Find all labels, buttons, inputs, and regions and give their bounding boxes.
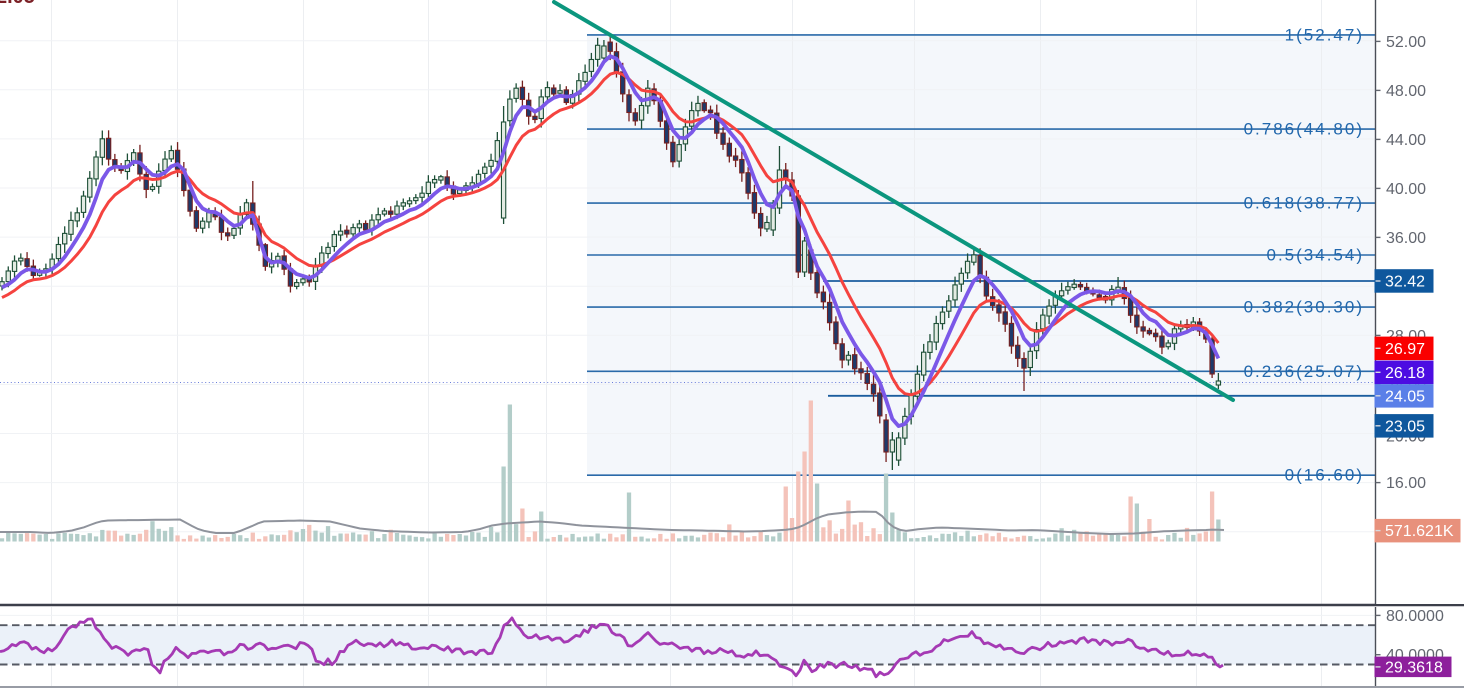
svg-text:0.618(38.77): 0.618(38.77) bbox=[1244, 194, 1364, 213]
svg-text:0(16.60): 0(16.60) bbox=[1285, 466, 1364, 485]
svg-text:0.382(30.30): 0.382(30.30) bbox=[1244, 298, 1364, 317]
svg-text:571.621K: 571.621K bbox=[1385, 523, 1454, 540]
svg-text:0.5(34.54): 0.5(34.54) bbox=[1267, 246, 1365, 265]
svg-text:32.42: 32.42 bbox=[1385, 274, 1425, 291]
svg-text:24.05: 24.05 bbox=[1385, 388, 1425, 405]
svg-text:26.97: 26.97 bbox=[1385, 341, 1425, 358]
svg-text:0.786(44.80): 0.786(44.80) bbox=[1244, 120, 1364, 139]
svg-text:16.00: 16.00 bbox=[1386, 475, 1426, 492]
svg-text:44.00: 44.00 bbox=[1386, 132, 1426, 149]
svg-text:40.00: 40.00 bbox=[1386, 181, 1426, 198]
svg-text:36.00: 36.00 bbox=[1386, 230, 1426, 247]
svg-text:29.3618: 29.3618 bbox=[1385, 659, 1443, 676]
svg-text:0.236(25.07): 0.236(25.07) bbox=[1244, 362, 1364, 381]
svg-text:48.00: 48.00 bbox=[1386, 83, 1426, 100]
svg-text:2.05: 2.05 bbox=[0, 0, 35, 8]
svg-text:52.00: 52.00 bbox=[1386, 34, 1426, 51]
svg-text:1(52.47): 1(52.47) bbox=[1285, 25, 1364, 44]
svg-text:80.0000: 80.0000 bbox=[1386, 608, 1444, 625]
svg-text:26.18: 26.18 bbox=[1385, 365, 1425, 382]
svg-text:23.05: 23.05 bbox=[1385, 418, 1425, 435]
